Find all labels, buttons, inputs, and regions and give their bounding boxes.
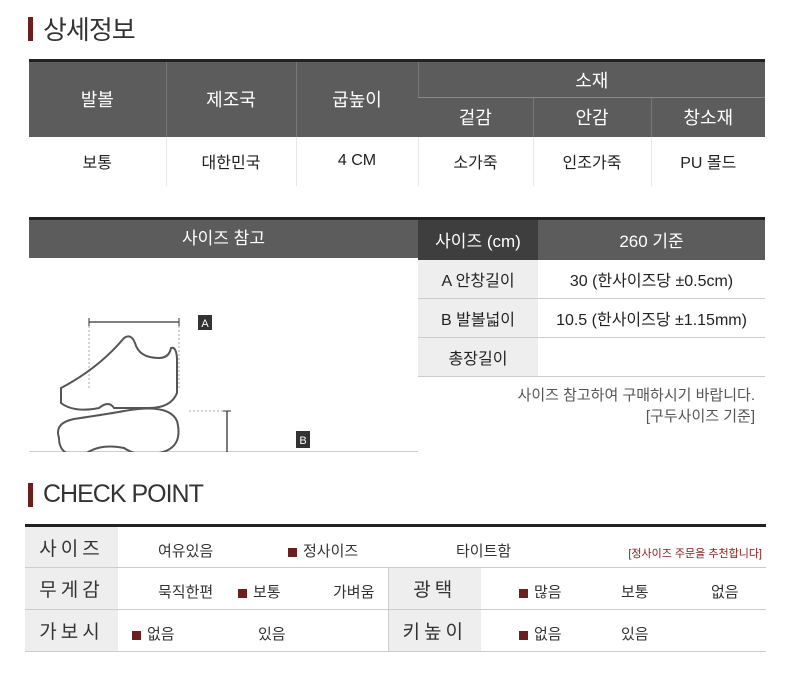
th-country: 제조국 <box>165 60 296 137</box>
option: 여유있음 <box>158 540 213 561</box>
option-selected: 보통 <box>238 581 281 602</box>
check-height-options: 없음 있음 <box>481 609 766 652</box>
check-lining-options: 없음 있음 <box>118 609 389 652</box>
option-selected: 없음 <box>132 623 175 644</box>
title-bar <box>28 16 33 41</box>
check-row-lining: 가보시 없음 있음 키높이 없음 있음 <box>25 609 766 652</box>
th-inner: 안감 <box>532 97 651 137</box>
table-row: 총장길이 <box>418 337 765 377</box>
check-label-lining: 가보시 <box>25 609 118 652</box>
title-bar <box>28 482 33 507</box>
size-ref-title: 사이즈 참고 <box>29 220 418 258</box>
row-label: 총장길이 <box>418 337 538 377</box>
option: 없음 <box>711 584 739 601</box>
row-label: A 안창길이 <box>418 259 538 299</box>
size-header-label: 사이즈 (cm) <box>418 218 538 260</box>
option: 가벼움 <box>333 584 375 601</box>
option-selected: 정사이즈 <box>288 540 358 561</box>
shoe-diagram: A B <box>57 315 310 469</box>
check-size-options: 여유있음 정사이즈 타이트함 [정사이즈 주문을 추천합니다] <box>118 525 766 568</box>
check-gloss-options: 많음 보통 없음 <box>481 567 766 610</box>
label-a: A <box>201 318 209 330</box>
th-heel: 굽높이 <box>295 60 418 137</box>
check-row-size: 사이즈 여유있음 정사이즈 타이트함 [정사이즈 주문을 추천합니다] <box>25 525 766 568</box>
option-text: 여유있음 <box>158 543 214 560</box>
th-width: 발볼 <box>29 60 166 137</box>
size-note-line2: [구두사이즈 기준] <box>645 408 755 425</box>
th-sole: 창소재 <box>650 97 765 137</box>
shoe-side-outline <box>60 335 178 411</box>
selected-marker-icon <box>519 630 528 640</box>
recommend-note: [정사이즈 주문을 추천합니다] <box>628 548 762 560</box>
option: 보통 <box>621 584 649 601</box>
val-inner: 인조가죽 <box>532 136 651 186</box>
table-row: A 안창길이 30 (한사이즈당 ±0.5cm) <box>418 259 765 299</box>
size-reference-panel: 사이즈 참고 A B <box>29 217 418 469</box>
size-header-basis: 260 기준 <box>538 218 765 260</box>
option: 타이트함 <box>456 540 511 561</box>
selected-marker-icon <box>238 588 247 598</box>
size-note-line1: 사이즈 참고하여 구매하시기 바랍니다. <box>517 387 755 404</box>
val-outer: 소가죽 <box>417 136 533 186</box>
option: 있음 <box>621 626 649 643</box>
shoe-sole-outline <box>57 407 180 457</box>
check-label-gloss: 광택 <box>388 567 481 610</box>
detail-title: 상세정보 <box>28 10 136 47</box>
size-table: 사이즈 (cm) 260 기준 A 안창길이 30 (한사이즈당 ±0.5cm) B… <box>418 217 765 377</box>
val-width: 보통 <box>82 155 112 172</box>
table-row: B 발볼넓이 10.5 (한사이즈당 ±1.15mm) <box>418 298 765 338</box>
selected-marker-icon <box>519 588 528 598</box>
row-label: B 발볼넓이 <box>418 298 538 338</box>
val-country: 대한민국 <box>165 136 296 186</box>
row-value: 30 (한사이즈당 ±0.5cm) <box>538 259 765 299</box>
th-outer: 겉감 <box>418 97 533 137</box>
selected-marker-icon <box>288 547 297 557</box>
selected-marker-icon <box>132 630 141 640</box>
option: 있음 <box>258 626 286 643</box>
option: 묵직한편 <box>158 584 214 601</box>
detail-table: 발볼 제조국 굽높이 소재 겉감 안감 창소재 보통 대한민국 4 CM 소가죽… <box>29 59 765 186</box>
checkpoint-table: 사이즈 여유있음 정사이즈 타이트함 [정사이즈 주문을 추천합니다] 무게감 … <box>25 524 766 652</box>
size-note: 사이즈 참고하여 구매하시기 바랍니다. [구두사이즈 기준] <box>420 385 755 427</box>
val-heel: 4 CM <box>295 136 418 186</box>
check-label-size: 사이즈 <box>25 525 118 568</box>
option-selected: 없음 <box>519 623 562 644</box>
detail-title-text: 상세정보 <box>43 15 136 45</box>
check-label-weight: 무게감 <box>25 567 118 610</box>
option-text: 없음 <box>147 626 175 643</box>
option-text: 정사이즈 <box>303 543 359 560</box>
option-text: 보통 <box>253 584 281 601</box>
val-sole: PU 몰드 <box>650 136 765 186</box>
option-text: 없음 <box>534 626 562 643</box>
checkpoint-title-text: CHECK POINT <box>43 480 204 508</box>
check-label-height: 키높이 <box>388 609 481 652</box>
row-value <box>538 337 765 377</box>
row-value: 10.5 (한사이즈당 ±1.15mm) <box>538 298 765 338</box>
check-row-weight: 무게감 묵직한편 보통 가벼움 광택 많음 보통 없음 <box>25 567 766 610</box>
th-material: 소재 <box>417 60 765 98</box>
option-text: 타이트함 <box>456 543 512 560</box>
option-text: 많음 <box>534 584 562 601</box>
label-b: B <box>299 435 306 447</box>
check-weight-options: 묵직한편 보통 가벼움 <box>118 567 389 610</box>
option-selected: 많음 <box>519 581 562 602</box>
checkpoint-title: CHECK POINT <box>28 480 204 509</box>
